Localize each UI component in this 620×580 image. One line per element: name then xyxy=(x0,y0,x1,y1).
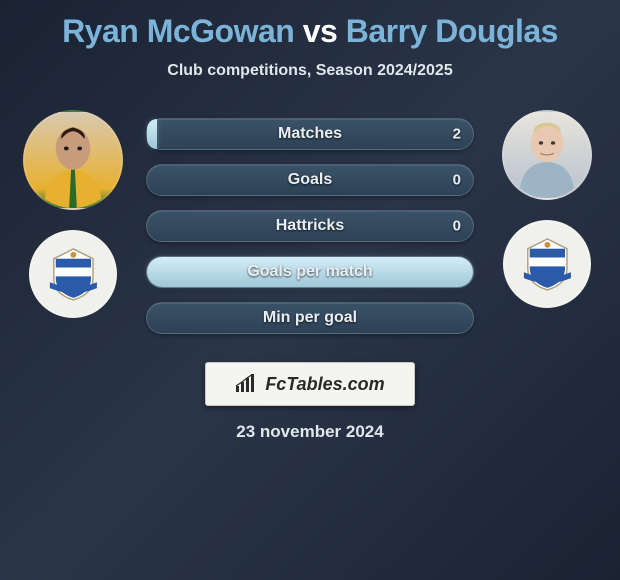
player2-crest xyxy=(503,220,591,308)
subtitle: Club competitions, Season 2024/2025 xyxy=(10,62,610,80)
bar-label: Min per goal xyxy=(263,309,357,327)
stats-bars: Matches 2 Goals 0 Hattricks 0 Goals per match M… xyxy=(128,110,492,334)
date-text: 23 november 2024 xyxy=(236,422,383,442)
crest-icon xyxy=(518,235,577,294)
left-column xyxy=(18,110,128,318)
bar-label: Goals xyxy=(288,171,332,189)
person-icon xyxy=(25,112,121,208)
stat-bar: Matches 2 xyxy=(146,118,474,150)
main-row: Matches 2 Goals 0 Hattricks 0 Goals per match M… xyxy=(10,110,610,334)
bars-icon xyxy=(235,374,259,394)
vs-text: vs xyxy=(303,13,338,49)
bar-label: Hattricks xyxy=(276,217,344,235)
player1-crest xyxy=(29,230,117,318)
fctables-logo: FcTables.com xyxy=(205,362,415,406)
player1-name: Ryan McGowan xyxy=(62,13,294,49)
stat-bar: Min per goal xyxy=(146,302,474,334)
page-title: Ryan McGowan vs Barry Douglas xyxy=(10,13,610,50)
stat-bar: Hattricks 0 xyxy=(146,210,474,242)
bar-label: Matches xyxy=(278,125,342,143)
crest-icon xyxy=(44,245,103,304)
footer: FcTables.com 23 november 2024 xyxy=(10,362,610,442)
bar-fill xyxy=(147,119,157,149)
bar-value: 0 xyxy=(453,218,461,235)
bar-value: 2 xyxy=(453,126,461,143)
player1-avatar xyxy=(23,110,123,210)
comparison-card: Ryan McGowan vs Barry Douglas Club compe… xyxy=(0,0,620,447)
stat-bar: Goals per match xyxy=(146,256,474,288)
player2-name: Barry Douglas xyxy=(346,13,558,49)
person-icon xyxy=(504,112,590,198)
right-column xyxy=(492,110,602,308)
player2-avatar xyxy=(502,110,592,200)
bar-label: Goals per match xyxy=(247,263,372,281)
stat-bar: Goals 0 xyxy=(146,164,474,196)
bar-value: 0 xyxy=(453,172,461,189)
logo-text: FcTables.com xyxy=(265,374,384,395)
